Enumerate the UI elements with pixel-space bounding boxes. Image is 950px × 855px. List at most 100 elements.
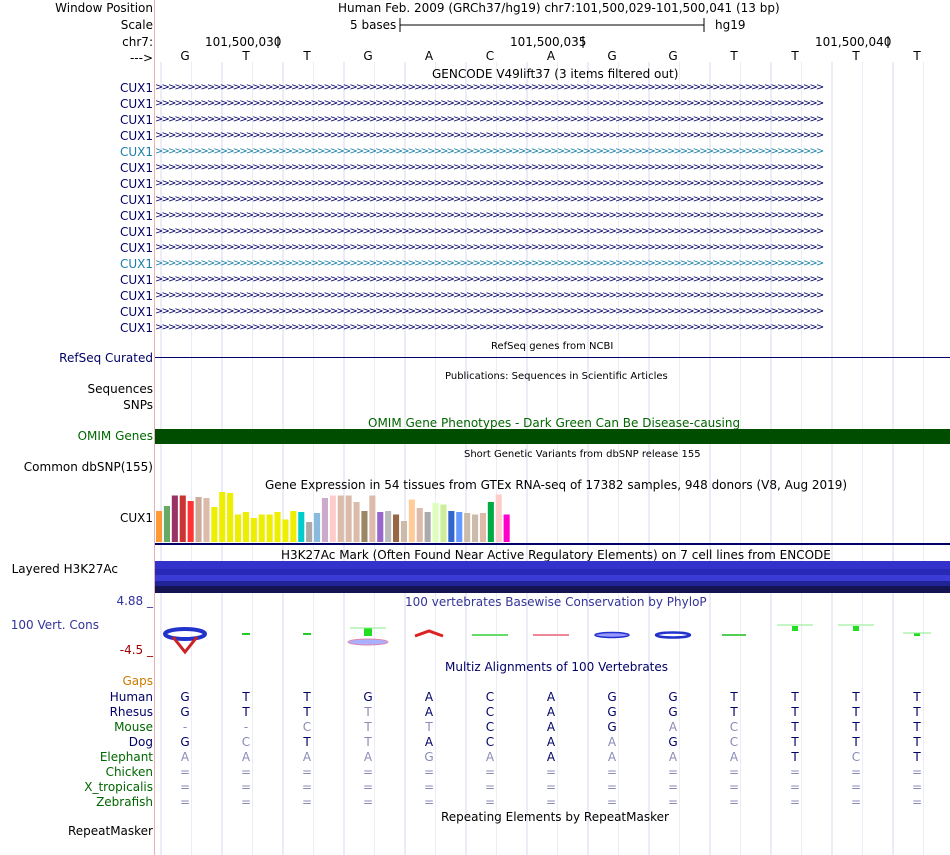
- gtex-tissue-bar: [179, 495, 186, 542]
- alignment-base: A: [546, 735, 556, 749]
- gtex-tissue-bar: [171, 495, 178, 542]
- gencode-transcript-label[interactable]: CUX1: [119, 305, 153, 319]
- refseq-curated-label[interactable]: RefSeq Curated: [59, 351, 153, 365]
- gencode-transcript-arrows[interactable]: >>>>>>>>>>>>>>>>>>>>>>>>>>>>>>>>>>>>>>>>…: [155, 98, 824, 109]
- repeatmasker-track-title: Repeating Elements by RepeatMasker: [441, 810, 669, 824]
- alignment-base: A: [424, 735, 434, 749]
- gtex-tissue-bar: [187, 501, 194, 542]
- gencode-transcript-label[interactable]: CUX1: [119, 241, 153, 255]
- gtex-tissue-bar: [456, 512, 463, 542]
- gencode-transcript-label[interactable]: CUX1: [119, 81, 153, 95]
- refseq-gene-line[interactable]: [155, 357, 950, 358]
- species-label-elephant[interactable]: Elephant: [99, 750, 153, 764]
- gtex-tissue-bar: [361, 511, 368, 542]
- alignment-base: C: [851, 750, 861, 764]
- gtex-tissue-bar: [432, 503, 439, 542]
- gencode-transcript-arrows[interactable]: >>>>>>>>>>>>>>>>>>>>>>>>>>>>>>>>>>>>>>>>…: [155, 146, 824, 157]
- gtex-tissue-bar: [282, 519, 289, 542]
- gtex-tissue-bar: [321, 498, 328, 542]
- alignment-base: T: [364, 735, 372, 749]
- repeatmasker-label[interactable]: RepeatMasker: [67, 824, 153, 838]
- alignment-base: =: [911, 795, 923, 809]
- alignment-base: =: [545, 780, 557, 794]
- gencode-transcript-label[interactable]: CUX1: [119, 113, 153, 127]
- omim-genes-label[interactable]: OMIM Genes: [77, 429, 153, 443]
- alignment-base: T: [791, 705, 799, 719]
- gencode-transcript-label[interactable]: CUX1: [119, 289, 153, 303]
- alignment-base: G: [180, 705, 190, 719]
- gencode-transcript-arrows[interactable]: >>>>>>>>>>>>>>>>>>>>>>>>>>>>>>>>>>>>>>>>…: [155, 82, 824, 93]
- common-dbsnp-label[interactable]: Common dbSNP(155): [23, 460, 153, 474]
- gencode-transcript-arrows[interactable]: >>>>>>>>>>>>>>>>>>>>>>>>>>>>>>>>>>>>>>>>…: [155, 242, 824, 253]
- gencode-track-title: GENCODE V49lift37 (3 items filtered out): [432, 67, 679, 81]
- gencode-transcript-arrows[interactable]: >>>>>>>>>>>>>>>>>>>>>>>>>>>>>>>>>>>>>>>>…: [155, 210, 824, 221]
- alignment-base: A: [729, 750, 739, 764]
- gencode-transcript-label[interactable]: CUX1: [119, 193, 153, 207]
- alignment-base: G: [668, 690, 678, 704]
- gencode-transcript-arrows[interactable]: >>>>>>>>>>>>>>>>>>>>>>>>>>>>>>>>>>>>>>>>…: [155, 322, 824, 333]
- gencode-transcript-arrows[interactable]: >>>>>>>>>>>>>>>>>>>>>>>>>>>>>>>>>>>>>>>>…: [155, 306, 824, 317]
- species-label-chicken[interactable]: Chicken: [105, 765, 153, 779]
- gencode-transcript-arrows[interactable]: >>>>>>>>>>>>>>>>>>>>>>>>>>>>>>>>>>>>>>>>…: [155, 194, 824, 205]
- gencode-transcript-label[interactable]: CUX1: [119, 273, 153, 287]
- reference-base: G: [363, 49, 373, 63]
- dbsnp-track-title: Short Genetic Variants from dbSNP releas…: [464, 449, 701, 460]
- gencode-transcript-label[interactable]: CUX1: [119, 209, 153, 223]
- alignment-base: A: [180, 750, 190, 764]
- gencode-transcript-arrows[interactable]: >>>>>>>>>>>>>>>>>>>>>>>>>>>>>>>>>>>>>>>>…: [155, 258, 824, 269]
- species-label-zebrafish[interactable]: Zebrafish: [96, 795, 153, 809]
- phylop-conservation-plot[interactable]: [155, 612, 950, 658]
- gencode-transcript-label[interactable]: CUX1: [119, 225, 153, 239]
- alignment-base: =: [484, 795, 496, 809]
- gencode-transcript-arrows[interactable]: >>>>>>>>>>>>>>>>>>>>>>>>>>>>>>>>>>>>>>>>…: [155, 114, 824, 125]
- reference-base: T: [303, 49, 311, 63]
- gencode-transcript-label[interactable]: CUX1: [119, 257, 153, 271]
- publications-sequences-label[interactable]: Sequences: [87, 382, 153, 396]
- species-label-x_tropicalis[interactable]: X_tropicalis: [84, 780, 153, 794]
- h3k27ac-signal[interactable]: [155, 561, 950, 593]
- species-label-mouse[interactable]: Mouse: [114, 720, 153, 734]
- reference-base: A: [424, 49, 434, 63]
- gencode-transcript-arrows[interactable]: >>>>>>>>>>>>>>>>>>>>>>>>>>>>>>>>>>>>>>>>…: [155, 162, 824, 173]
- species-label-dog[interactable]: Dog: [128, 735, 153, 749]
- gencode-transcript-label[interactable]: CUX1: [119, 129, 153, 143]
- alignment-base: =: [850, 780, 862, 794]
- scale-bases-text: 5 bases: [350, 18, 397, 32]
- gencode-transcript-arrows[interactable]: >>>>>>>>>>>>>>>>>>>>>>>>>>>>>>>>>>>>>>>>…: [155, 130, 824, 141]
- phylop-track-label[interactable]: 100 Vert. Cons: [10, 618, 99, 632]
- alignment-base: =: [911, 780, 923, 794]
- gencode-transcript-label[interactable]: CUX1: [119, 161, 153, 175]
- alignment-base: =: [667, 795, 679, 809]
- gencode-transcript-label[interactable]: CUX1: [119, 177, 153, 191]
- gtex-expression-bars[interactable]: [155, 490, 950, 546]
- alignment-base: =: [789, 780, 801, 794]
- species-label-human[interactable]: Human: [109, 690, 153, 704]
- multiz-gaps-label[interactable]: Gaps: [122, 674, 153, 688]
- gencode-transcript-arrows[interactable]: >>>>>>>>>>>>>>>>>>>>>>>>>>>>>>>>>>>>>>>>…: [155, 290, 824, 301]
- alignment-base: -: [182, 720, 188, 734]
- publications-snps-label[interactable]: SNPs: [123, 398, 153, 412]
- alignment-base: A: [546, 720, 556, 734]
- alignment-base: T: [303, 735, 311, 749]
- track-area[interactable]: Human Feb. 2009 (GRCh37/hg19) chr7:101,5…: [155, 0, 950, 855]
- gtex-tissue-bar: [440, 504, 447, 542]
- species-label-rhesus[interactable]: Rhesus: [109, 705, 153, 719]
- gtex-gene-label[interactable]: CUX1: [119, 511, 153, 525]
- gencode-transcript-arrows[interactable]: >>>>>>>>>>>>>>>>>>>>>>>>>>>>>>>>>>>>>>>>…: [155, 226, 824, 237]
- alignment-base: G: [607, 720, 617, 734]
- gtex-tissue-bar: [195, 497, 202, 542]
- alignment-base: =: [850, 795, 862, 809]
- gencode-transcript-arrows[interactable]: >>>>>>>>>>>>>>>>>>>>>>>>>>>>>>>>>>>>>>>>…: [155, 274, 824, 285]
- omim-track-title: OMIM Gene Phenotypes - Dark Green Can Be…: [368, 416, 741, 430]
- gencode-transcript-label[interactable]: CUX1: [119, 97, 153, 111]
- alignment-base: G: [180, 690, 190, 704]
- layered-h3k27ac-label[interactable]: Layered H3K27Ac: [11, 562, 118, 576]
- omim-gene-bar[interactable]: [155, 429, 950, 444]
- gencode-transcript-arrows[interactable]: >>>>>>>>>>>>>>>>>>>>>>>>>>>>>>>>>>>>>>>>…: [155, 178, 824, 189]
- gencode-transcript-label[interactable]: CUX1: [119, 145, 153, 159]
- gencode-transcript-label[interactable]: CUX1: [119, 321, 153, 335]
- alignment-base: =: [728, 765, 740, 779]
- alignment-base: =: [362, 780, 374, 794]
- alignment-base: T: [913, 705, 921, 719]
